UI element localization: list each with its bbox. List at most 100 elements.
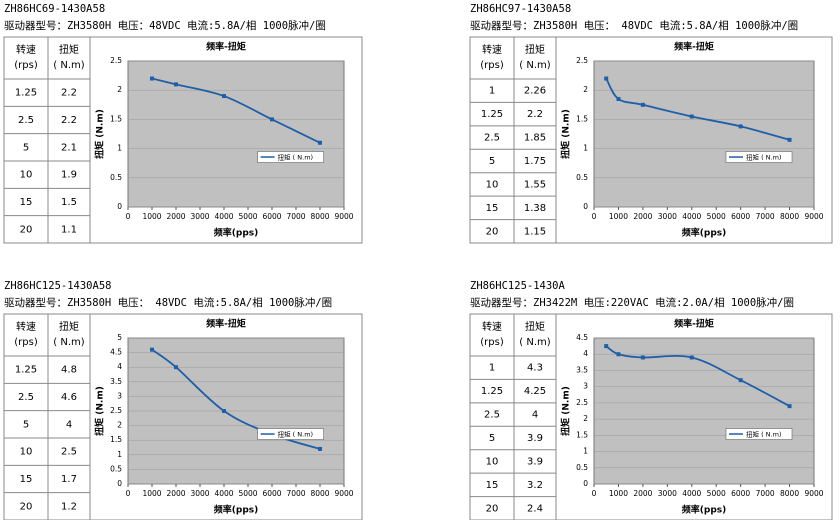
x-tick-label: 3000	[658, 212, 677, 221]
table-cell: 2.4	[527, 503, 543, 514]
table-cell: 20	[20, 501, 33, 512]
table-cell: 3.9	[527, 456, 543, 467]
y-tick-label: 0.5	[576, 173, 588, 182]
x-axis-label: 频率(pps)	[682, 504, 726, 516]
y-tick-label: 4.5	[576, 333, 588, 342]
spec-panel: ZH86HC97-1430A58 驱动器型号：ZH3580H 电压： 48VDC …	[469, 3, 833, 244]
point	[318, 140, 322, 145]
x-tick-label: 8000	[310, 212, 329, 221]
y-tick-label: 1.5	[576, 430, 588, 439]
y-tick-label: 1.5	[110, 435, 122, 444]
x-tick-label: 8000	[310, 489, 329, 498]
y-axis-label: 扭矩 (N.m)	[560, 109, 572, 159]
x-tick-label: 6000	[731, 489, 750, 498]
table-cell: 2.5	[484, 133, 500, 144]
x-tick-label: 1000	[609, 489, 628, 498]
driver-spec: 驱动器型号：ZH3422M 电压:220VAC 电流:2.0A/相 1000脉冲…	[470, 296, 794, 309]
table-cell: 4.3	[527, 363, 543, 374]
spec-panel: ZH86HC125-1430A 驱动器型号：ZH3422M 电压:220VAC 电…	[469, 280, 833, 520]
legend-label: 扭矩 ( N.m)	[746, 153, 781, 162]
table-header: (rps)	[480, 337, 504, 348]
table-header: ( N.m)	[53, 60, 84, 71]
y-tick-label: 3.5	[576, 365, 588, 374]
x-tick-label: 9000	[804, 489, 823, 498]
table-cell: 5	[23, 142, 29, 153]
y-tick-label: 4	[117, 362, 122, 371]
y-tick-label: 2	[583, 85, 588, 94]
point	[787, 404, 792, 409]
y-tick-label: 2.5	[576, 398, 588, 407]
table-cell: 1.15	[524, 226, 546, 237]
point	[150, 76, 154, 81]
table-cell: 20	[20, 224, 33, 235]
x-tick-label: 0	[592, 489, 597, 498]
y-tick-label: 1.5	[576, 114, 588, 123]
driver-spec: 驱动器型号：ZH3580H 电压：48VDC 电流:5.8A/相 1000脉冲/…	[4, 19, 326, 32]
x-tick-label: 0	[592, 212, 597, 221]
table-cell: 15	[20, 474, 33, 485]
x-tick-label: 6000	[262, 212, 281, 221]
table-header: 转速	[16, 43, 36, 56]
table-cell: 15	[20, 197, 33, 208]
x-tick-label: 8000	[780, 212, 799, 221]
point	[616, 352, 621, 357]
chart-title: 频率-扭矩	[674, 41, 714, 53]
table-cell: 2.5	[484, 410, 500, 421]
x-tick-label: 4000	[682, 489, 701, 498]
table-cell: 5	[23, 419, 29, 430]
table-cell: 1.1	[61, 224, 77, 235]
table-header: ( N.m)	[519, 60, 550, 71]
legend-label: 扭矩 ( N.m)	[278, 430, 313, 439]
chart-title: 频率-扭矩	[206, 318, 246, 330]
point	[616, 96, 621, 101]
x-tick-label: 7000	[756, 489, 775, 498]
y-tick-label: 1.5	[110, 114, 122, 123]
table-header: (rps)	[14, 60, 38, 71]
model-title: ZH86HC97-1430A58	[470, 3, 571, 15]
table-cell: 1	[489, 363, 495, 374]
table-cell: 10	[20, 170, 33, 181]
plot-area	[593, 337, 815, 485]
driver-spec: 驱动器型号：ZH3580H 电压： 48VDC 电流:5.8A/相 1000脉冲…	[4, 296, 332, 309]
x-tick-label: 2000	[166, 489, 185, 498]
table-cell: 2.26	[524, 86, 546, 97]
table-cell: 1.25	[15, 88, 37, 99]
x-tick-label: 6000	[731, 212, 750, 221]
table-header: 转速	[482, 43, 502, 56]
y-tick-label: 1	[117, 144, 122, 153]
x-axis-label: 频率(pps)	[214, 227, 258, 239]
table-header: 扭矩	[59, 320, 79, 333]
y-tick-label: 1	[583, 144, 588, 153]
y-tick-label: 0	[117, 202, 122, 211]
table-header: 扭矩	[525, 43, 545, 56]
x-tick-label: 5000	[238, 212, 257, 221]
y-tick-label: 4.5	[110, 348, 122, 357]
legend-box	[725, 151, 793, 163]
table-cell: 1.2	[61, 501, 77, 512]
x-tick-label: 3000	[190, 212, 209, 221]
table-cell: 4	[66, 419, 72, 430]
y-tick-label: 3	[583, 382, 588, 391]
table-border	[3, 36, 91, 244]
point	[604, 344, 609, 349]
legend-label: 扭矩 ( N.m)	[746, 430, 781, 439]
table-header: ( N.m)	[519, 337, 550, 348]
point	[689, 355, 694, 360]
table-cell: 1.85	[524, 133, 546, 144]
table-cell: 10	[486, 179, 499, 190]
table-cell: 2.2	[61, 88, 77, 99]
table-cell: 4.8	[61, 365, 77, 376]
y-tick-label: 2.5	[110, 406, 122, 415]
table-cell: 2.2	[61, 115, 77, 126]
x-tick-label: 1000	[609, 212, 628, 221]
x-tick-label: 9000	[334, 489, 353, 498]
table-cell: 1	[489, 86, 495, 97]
table-cell: 10	[486, 456, 499, 467]
y-axis-label: 扭矩 (N.m)	[94, 386, 106, 436]
point	[222, 94, 226, 99]
y-tick-label: 3.5	[110, 377, 122, 386]
point	[174, 82, 178, 87]
table-cell: 15	[486, 203, 499, 214]
chart-title: 频率-扭矩	[674, 318, 714, 330]
table-cell: 20	[486, 226, 499, 237]
